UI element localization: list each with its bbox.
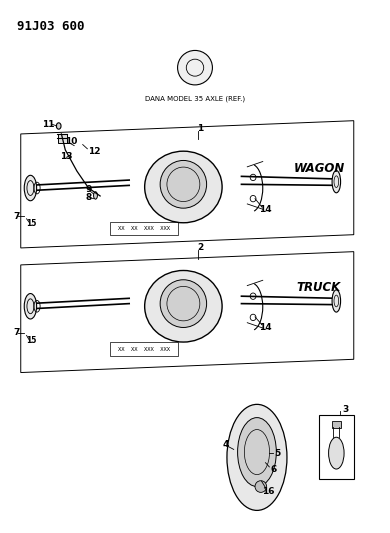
Text: 1: 1 <box>197 124 203 133</box>
Text: 7: 7 <box>13 212 20 221</box>
Text: 5: 5 <box>275 449 281 458</box>
Ellipse shape <box>145 270 222 342</box>
Text: 14: 14 <box>259 323 271 332</box>
Ellipse shape <box>238 418 277 487</box>
Ellipse shape <box>329 437 344 469</box>
Text: 91J03 600: 91J03 600 <box>17 20 84 33</box>
Text: 2: 2 <box>197 244 203 253</box>
FancyBboxPatch shape <box>110 342 177 356</box>
Text: 7: 7 <box>13 328 20 337</box>
FancyBboxPatch shape <box>332 421 341 427</box>
FancyBboxPatch shape <box>110 222 177 235</box>
Text: 10: 10 <box>65 138 78 147</box>
Ellipse shape <box>160 280 207 327</box>
Text: 4: 4 <box>222 440 229 449</box>
FancyBboxPatch shape <box>319 415 354 479</box>
Text: XX  XX  XXX  XXX: XX XX XXX XXX <box>118 346 170 352</box>
Ellipse shape <box>255 481 267 492</box>
Ellipse shape <box>160 160 207 208</box>
Text: 15: 15 <box>27 219 37 228</box>
Ellipse shape <box>24 294 37 319</box>
Ellipse shape <box>94 192 98 199</box>
Text: WAGON: WAGON <box>293 162 344 175</box>
Text: 3: 3 <box>342 405 348 414</box>
Text: TRUCK: TRUCK <box>297 281 341 294</box>
Text: 9: 9 <box>86 185 92 194</box>
Text: 6: 6 <box>271 465 277 473</box>
Text: 12: 12 <box>89 147 101 156</box>
Text: 16: 16 <box>262 487 274 496</box>
Text: 14: 14 <box>259 205 271 214</box>
Ellipse shape <box>177 51 213 85</box>
Text: 13: 13 <box>60 152 73 161</box>
Text: 8: 8 <box>86 193 92 202</box>
Ellipse shape <box>145 151 222 223</box>
Ellipse shape <box>57 123 61 129</box>
Text: 11: 11 <box>42 120 55 129</box>
Ellipse shape <box>24 175 37 201</box>
Text: DANA MODEL 35 AXLE (REF.): DANA MODEL 35 AXLE (REF.) <box>145 95 245 102</box>
Ellipse shape <box>332 290 340 312</box>
Text: 15: 15 <box>27 336 37 345</box>
Ellipse shape <box>227 405 287 511</box>
Ellipse shape <box>332 171 340 193</box>
FancyBboxPatch shape <box>58 134 67 143</box>
Text: XX  XX  XXX  XXX: XX XX XXX XXX <box>118 226 170 231</box>
